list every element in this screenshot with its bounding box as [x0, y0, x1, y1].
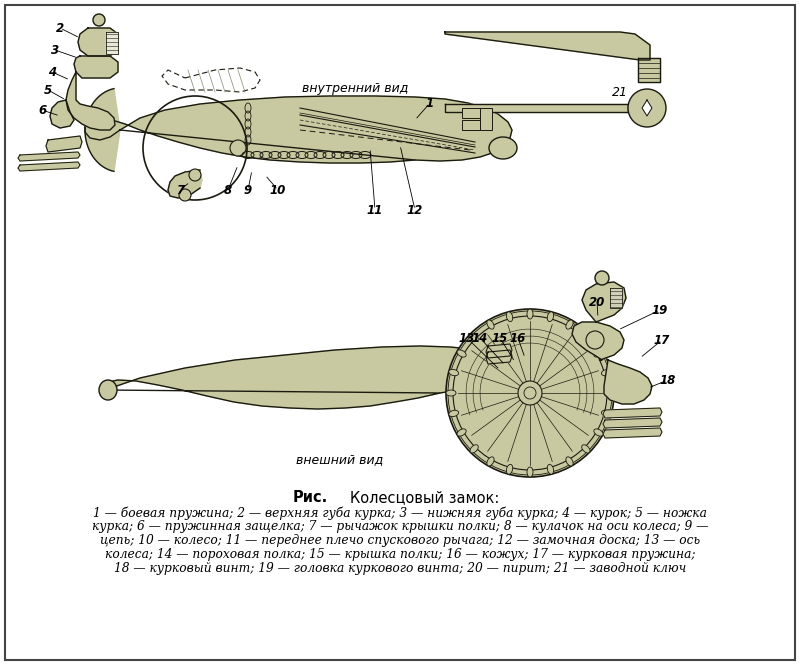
Text: 6: 6 — [38, 104, 46, 116]
Text: Колесцовый замок:: Колесцовый замок: — [350, 490, 499, 505]
Ellipse shape — [99, 380, 117, 400]
Ellipse shape — [449, 410, 458, 416]
Text: курка; 6 — пружинная защелка; 7 — рычажок крышки полки; 8 — кулачок на оси колес: курка; 6 — пружинная защелка; 7 — рычажо… — [92, 520, 708, 533]
Text: 15: 15 — [492, 331, 508, 344]
Ellipse shape — [506, 312, 513, 322]
Polygon shape — [168, 170, 202, 198]
Polygon shape — [486, 350, 512, 364]
Text: 1: 1 — [426, 96, 434, 110]
Ellipse shape — [527, 309, 533, 319]
Text: 8: 8 — [224, 184, 232, 196]
Text: внешний вид: внешний вид — [296, 454, 384, 467]
Ellipse shape — [566, 320, 573, 329]
Polygon shape — [74, 56, 118, 78]
Polygon shape — [445, 32, 650, 60]
Text: колеса; 14 — пороховая полка; 15 — крышка полки; 16 — кожух; 17 — курковая пружи: колеса; 14 — пороховая полка; 15 — крышк… — [105, 548, 695, 561]
Circle shape — [189, 169, 201, 181]
Text: 17: 17 — [654, 334, 670, 346]
Polygon shape — [50, 100, 74, 128]
Polygon shape — [300, 108, 475, 145]
Text: 1 — боевая пружина; 2 — верхняя губа курка; 3 — нижняя губа курка; 4 — курок; 5 : 1 — боевая пружина; 2 — верхняя губа кур… — [93, 506, 707, 519]
Ellipse shape — [449, 369, 458, 376]
Ellipse shape — [527, 467, 533, 477]
Bar — [462, 120, 480, 130]
Polygon shape — [105, 346, 490, 409]
Text: 14: 14 — [472, 331, 488, 344]
Circle shape — [518, 381, 542, 405]
Polygon shape — [642, 100, 652, 116]
Text: цепь; 10 — колесо; 11 — переднее плечо спускового рычага; 12 — замочная доска; 1: цепь; 10 — колесо; 11 — переднее плечо с… — [100, 534, 700, 547]
Text: 7: 7 — [176, 184, 184, 196]
Ellipse shape — [487, 320, 494, 329]
Text: 2: 2 — [56, 21, 64, 35]
Polygon shape — [486, 344, 512, 358]
Text: 10: 10 — [270, 184, 286, 196]
Ellipse shape — [594, 350, 603, 357]
Polygon shape — [572, 322, 624, 360]
Polygon shape — [445, 104, 628, 112]
Text: 5: 5 — [44, 84, 52, 96]
Polygon shape — [300, 115, 475, 153]
Text: 16: 16 — [510, 331, 526, 344]
Ellipse shape — [470, 333, 478, 341]
Circle shape — [93, 14, 105, 26]
Text: 11: 11 — [367, 203, 383, 217]
Ellipse shape — [604, 390, 614, 396]
Polygon shape — [638, 58, 660, 82]
Circle shape — [179, 189, 191, 201]
Polygon shape — [46, 136, 82, 152]
Polygon shape — [603, 408, 662, 418]
Text: 19: 19 — [652, 303, 668, 317]
Ellipse shape — [470, 445, 478, 453]
Polygon shape — [85, 96, 512, 163]
Circle shape — [230, 140, 246, 156]
Polygon shape — [85, 88, 120, 172]
Polygon shape — [582, 282, 626, 322]
Ellipse shape — [457, 350, 466, 357]
Ellipse shape — [566, 457, 573, 466]
Ellipse shape — [547, 464, 554, 474]
Polygon shape — [78, 28, 118, 56]
Ellipse shape — [489, 137, 517, 159]
Polygon shape — [610, 288, 622, 308]
Polygon shape — [106, 32, 118, 54]
Circle shape — [446, 309, 614, 477]
Bar — [480, 108, 492, 130]
Circle shape — [586, 331, 604, 349]
Polygon shape — [18, 162, 80, 171]
Polygon shape — [604, 360, 652, 404]
Ellipse shape — [547, 312, 554, 322]
Text: 13: 13 — [459, 331, 475, 344]
Text: 4: 4 — [48, 65, 56, 78]
Polygon shape — [18, 152, 80, 161]
Polygon shape — [162, 68, 260, 92]
Polygon shape — [603, 428, 662, 438]
Ellipse shape — [582, 445, 590, 453]
Circle shape — [628, 89, 666, 127]
Polygon shape — [603, 418, 662, 428]
Text: 18: 18 — [660, 374, 676, 386]
Ellipse shape — [446, 390, 456, 396]
Text: 12: 12 — [407, 203, 423, 217]
Text: Рис.: Рис. — [292, 490, 328, 505]
Text: 21: 21 — [612, 86, 628, 99]
Text: 9: 9 — [244, 184, 252, 196]
Circle shape — [595, 271, 609, 285]
Ellipse shape — [457, 429, 466, 436]
Text: внутренний вид: внутренний вид — [302, 82, 408, 94]
Ellipse shape — [506, 464, 513, 474]
Ellipse shape — [594, 429, 603, 436]
Text: 3: 3 — [51, 43, 59, 57]
Text: 18 — курковый винт; 19 — головка куркового винта; 20 — пирит; 21 — заводной ключ: 18 — курковый винт; 19 — головка курково… — [114, 562, 686, 575]
Ellipse shape — [582, 333, 590, 341]
Text: 20: 20 — [589, 295, 605, 309]
Ellipse shape — [602, 369, 611, 376]
Polygon shape — [66, 72, 115, 130]
Ellipse shape — [602, 410, 611, 416]
Bar — [462, 108, 480, 118]
Ellipse shape — [487, 457, 494, 466]
